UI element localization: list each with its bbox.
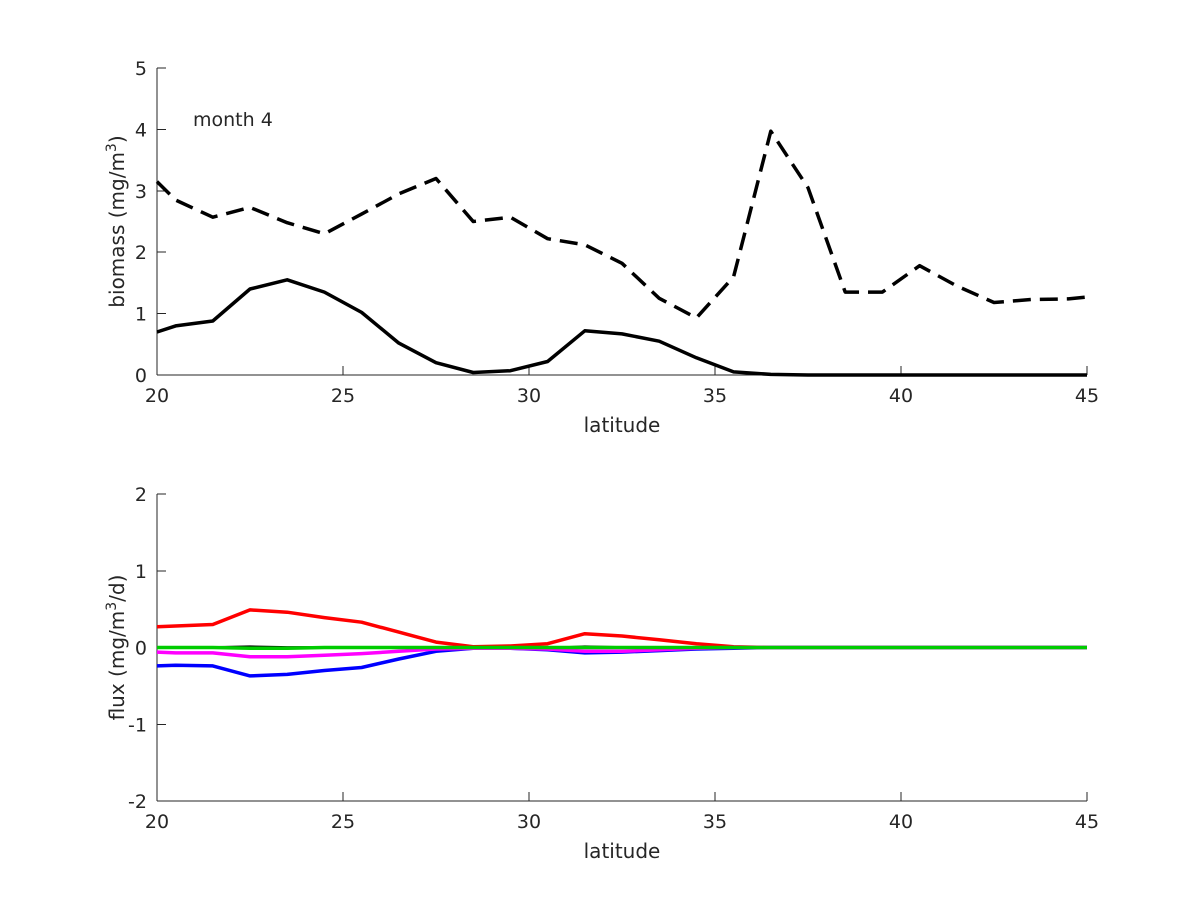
y-tick-label: 4 (135, 119, 147, 141)
y-axis-label: biomass (mg/m3) (104, 135, 129, 307)
x-tick-label: 45 (1075, 811, 1099, 833)
x-tick-label: 25 (331, 811, 355, 833)
y-axis-label-suffix: /d) (105, 575, 129, 602)
y-tick-label: 3 (135, 181, 147, 203)
x-tick-label: 45 (1075, 385, 1099, 407)
x-tick-label: 20 (145, 811, 169, 833)
x-tick-label: 40 (889, 811, 913, 833)
y-axis-label-suffix: ) (105, 135, 129, 143)
series-line-0 (155, 129, 1088, 320)
x-tick-label: 20 (145, 385, 169, 407)
y-tick-label: 0 (135, 638, 147, 660)
y-tick-label: 0 (135, 365, 147, 387)
y-axis-label-prefix: biomass (mg/m (105, 152, 129, 308)
y-axis-label-superscript: 3 (104, 143, 120, 152)
series-line-1 (156, 278, 1087, 377)
y-tick-label: 2 (135, 242, 147, 264)
x-tick-label: 30 (517, 811, 541, 833)
series-line-4 (157, 645, 1087, 651)
x-axis-label: latitude (584, 839, 661, 863)
flux-panel: 20 25 30 35 40 45 -2 -1 0 1 2 latitude flux (mg/m3/d… (104, 484, 1099, 863)
x-tick-label: 35 (703, 811, 727, 833)
x-tick-label: 25 (331, 385, 355, 407)
y-tick-label: -1 (128, 714, 147, 736)
x-tick-label: 30 (517, 385, 541, 407)
y-axis-label-prefix: flux (mg/m (105, 611, 129, 721)
x-axis-label: latitude (584, 413, 661, 437)
y-tick-label: 5 (135, 58, 147, 80)
y-tick-label: 1 (135, 304, 147, 326)
y-tick-label: 2 (135, 484, 147, 506)
x-tick-label: 35 (703, 385, 727, 407)
y-axis-label-superscript: 3 (104, 602, 120, 611)
y-axis-label: flux (mg/m3/d) (104, 575, 129, 721)
y-tick-label: -2 (128, 791, 147, 813)
y-tick-label: 1 (135, 561, 147, 583)
month-annotation: month 4 (193, 109, 273, 131)
x-tick-label: 40 (889, 385, 913, 407)
